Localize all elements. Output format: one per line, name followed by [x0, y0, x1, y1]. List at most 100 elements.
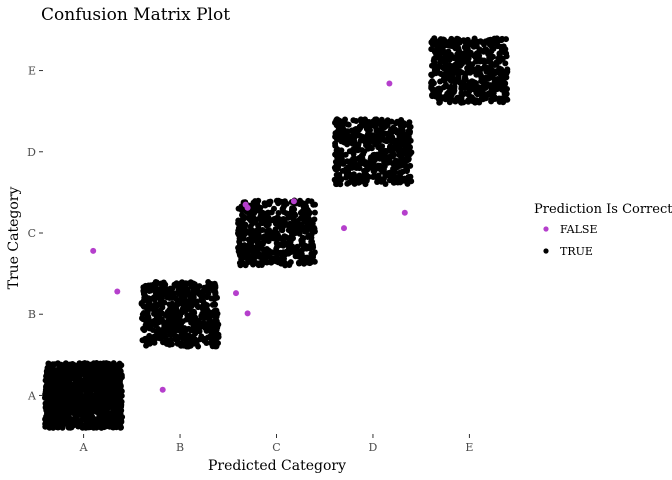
correct-point-d — [358, 152, 365, 159]
correct-point-c — [287, 220, 294, 227]
correct-point-b — [161, 290, 168, 296]
correct-point-b — [159, 310, 166, 317]
correct-point-c — [276, 216, 283, 223]
correct-point-e — [470, 67, 477, 74]
correct-point-d — [334, 149, 341, 156]
correct-point-a — [71, 421, 78, 428]
correct-point-c — [302, 254, 309, 261]
correct-point-b — [211, 318, 218, 325]
correct-point-d — [336, 118, 343, 125]
correct-point-a — [94, 385, 101, 392]
correct-point-a — [52, 401, 58, 408]
correct-point-e — [463, 51, 469, 57]
correct-point-c — [308, 198, 315, 205]
correct-point-a — [59, 379, 65, 386]
correct-point-b — [196, 328, 203, 335]
correct-point-c — [307, 232, 314, 239]
correct-point-b — [171, 317, 178, 324]
correct-point-e — [464, 46, 471, 53]
correct-point-a — [100, 390, 107, 397]
correct-point-e — [478, 78, 485, 85]
misclassified-point-5 — [244, 204, 251, 211]
correct-point-a — [102, 394, 109, 401]
correct-point-b — [186, 296, 193, 303]
correct-point-b — [185, 314, 192, 321]
correct-point-d — [397, 162, 404, 169]
correct-point-b — [182, 341, 189, 348]
correct-point-d — [375, 172, 382, 179]
correct-point-a — [52, 417, 59, 424]
correct-point-e — [456, 94, 463, 101]
correct-point-a — [116, 386, 123, 393]
correct-point-b — [163, 327, 170, 334]
correct-point-d — [353, 118, 360, 124]
correct-point-d — [383, 138, 389, 144]
correct-point-a — [82, 383, 89, 390]
correct-point-e — [465, 64, 472, 71]
correct-point-c — [263, 228, 270, 234]
correct-point-c — [298, 248, 305, 255]
correct-point-a — [68, 389, 75, 396]
correct-point-c — [297, 222, 304, 229]
correct-point-d — [403, 177, 410, 184]
correct-point-e — [459, 60, 465, 67]
misclassified-point-6 — [290, 198, 297, 205]
correct-point-b — [198, 333, 205, 340]
correct-point-e — [429, 62, 435, 69]
correct-point-a — [71, 362, 78, 369]
correct-point-b — [208, 295, 215, 302]
correct-point-d — [366, 136, 373, 143]
correct-point-d — [357, 160, 363, 167]
correct-point-a — [103, 364, 110, 371]
y-tick-label-d: D — [27, 146, 36, 159]
correct-point-e — [465, 98, 472, 105]
correct-point-a — [54, 361, 61, 367]
correct-point-c — [255, 222, 262, 229]
correct-point-d — [343, 135, 350, 142]
correct-point-b — [175, 291, 182, 297]
correct-point-b — [208, 281, 215, 287]
correct-point-e — [503, 36, 509, 43]
correct-point-c — [256, 240, 262, 247]
correct-point-e — [443, 75, 450, 82]
correct-point-d — [406, 130, 413, 136]
correct-point-a — [117, 424, 124, 431]
x-tick-label-a: A — [79, 441, 89, 454]
correct-point-a — [42, 394, 48, 401]
correct-point-c — [291, 206, 298, 213]
correct-point-e — [477, 38, 484, 45]
correct-point-d — [351, 126, 358, 133]
correct-point-a — [80, 409, 87, 416]
correct-point-c — [235, 230, 241, 237]
correct-point-e — [430, 42, 436, 48]
correct-point-a — [43, 384, 50, 391]
correct-point-e — [431, 70, 438, 77]
correct-point-c — [293, 249, 300, 256]
correct-point-b — [210, 336, 217, 342]
correct-point-c — [265, 209, 272, 216]
correct-point-e — [455, 68, 462, 75]
correct-point-b — [201, 337, 208, 344]
correct-point-b — [148, 335, 155, 342]
correct-point-d — [361, 171, 368, 178]
correct-point-d — [408, 178, 415, 185]
correct-point-a — [112, 403, 118, 410]
correct-point-c — [249, 243, 255, 250]
correct-point-e — [502, 60, 509, 67]
correct-point-e — [483, 46, 490, 53]
correct-point-d — [363, 141, 370, 148]
correct-point-d — [406, 119, 413, 126]
correct-point-e — [481, 57, 487, 64]
correct-point-a — [105, 375, 112, 382]
correct-point-b — [158, 334, 165, 341]
correct-point-a — [50, 392, 57, 399]
correct-point-e — [488, 55, 495, 62]
correct-point-b — [207, 309, 214, 316]
correct-point-b — [153, 316, 160, 323]
correct-point-b — [159, 284, 166, 291]
correct-point-c — [296, 230, 303, 237]
correct-point-d — [339, 160, 346, 167]
correct-point-a — [62, 418, 69, 425]
correct-point-b — [200, 298, 207, 305]
correct-point-a — [57, 369, 64, 376]
